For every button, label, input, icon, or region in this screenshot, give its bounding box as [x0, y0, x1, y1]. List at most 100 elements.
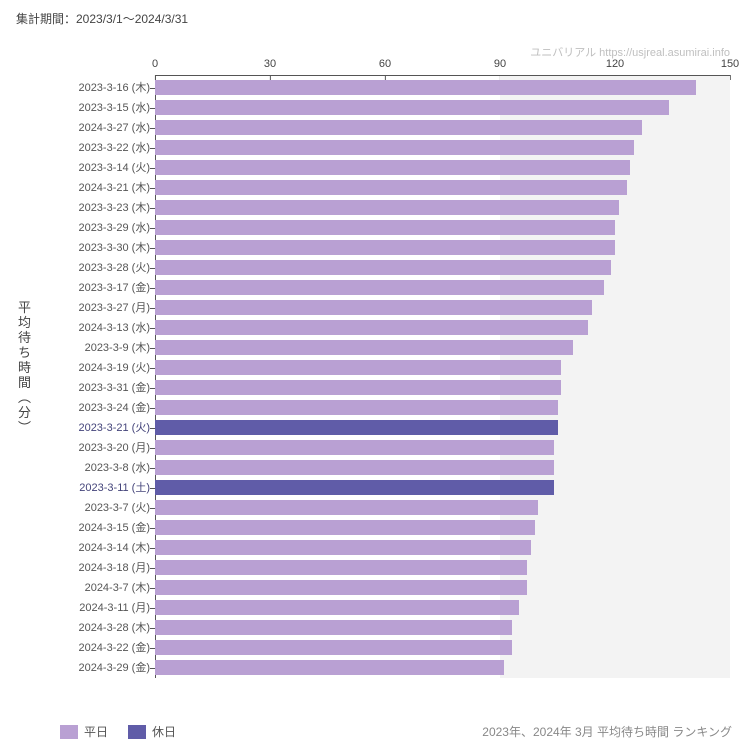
bar-row: 2023-3-21 (火)	[155, 418, 730, 438]
bar	[155, 480, 554, 495]
bar	[155, 200, 619, 215]
y-axis-label: 2023-3-20 (月)	[0, 438, 150, 458]
bar-row: 2024-3-18 (月)	[155, 558, 730, 578]
bar-row: 2023-3-22 (水)	[155, 138, 730, 158]
bar-row: 2023-3-15 (水)	[155, 98, 730, 118]
bar-row: 2024-3-14 (木)	[155, 538, 730, 558]
bar	[155, 360, 561, 375]
bar	[155, 340, 573, 355]
y-axis-label: 2024-3-28 (木)	[0, 618, 150, 638]
legend-item-weekday: 平日	[60, 723, 108, 740]
bar-row: 2024-3-22 (金)	[155, 638, 730, 658]
bar	[155, 240, 615, 255]
y-axis-label: 2024-3-18 (月)	[0, 558, 150, 578]
bar-row: 2024-3-7 (木)	[155, 578, 730, 598]
y-axis-label: 2024-3-29 (金)	[0, 658, 150, 678]
y-axis-label: 2023-3-29 (水)	[0, 218, 150, 238]
bar	[155, 500, 538, 515]
bar	[155, 140, 634, 155]
bar	[155, 120, 642, 135]
bar	[155, 440, 554, 455]
y-axis-label: 2023-3-28 (火)	[0, 258, 150, 278]
bar	[155, 180, 627, 195]
bar-row: 2024-3-27 (水)	[155, 118, 730, 138]
bar	[155, 580, 527, 595]
bar-row: 2023-3-9 (木)	[155, 338, 730, 358]
y-axis-label: 2023-3-17 (金)	[0, 278, 150, 298]
bar-rows: 2023-3-16 (木)2023-3-15 (水)2024-3-27 (水)2…	[155, 78, 730, 678]
bar-row: 2023-3-20 (月)	[155, 438, 730, 458]
bar	[155, 420, 558, 435]
bar-row: 2023-3-17 (金)	[155, 278, 730, 298]
y-axis-label: 2024-3-14 (木)	[0, 538, 150, 558]
x-axis-tick: 90	[494, 58, 506, 75]
bar	[155, 320, 588, 335]
bar-row: 2023-3-27 (月)	[155, 298, 730, 318]
bar-row: 2023-3-14 (火)	[155, 158, 730, 178]
bar-row: 2023-3-11 (土)	[155, 478, 730, 498]
bar-row: 2023-3-8 (水)	[155, 458, 730, 478]
y-axis-label: 2023-3-30 (木)	[0, 238, 150, 258]
legend-swatch-weekday	[60, 725, 78, 739]
x-axis-tick: 0	[152, 58, 158, 75]
plot-region: 2023-3-16 (木)2023-3-15 (水)2024-3-27 (水)2…	[155, 76, 730, 678]
bar-row: 2023-3-7 (火)	[155, 498, 730, 518]
bar-row: 2024-3-11 (月)	[155, 598, 730, 618]
y-axis-label: 2024-3-11 (月)	[0, 598, 150, 618]
bar-row: 2024-3-13 (水)	[155, 318, 730, 338]
legend-label-weekday: 平日	[84, 723, 108, 740]
bar	[155, 660, 504, 675]
bar	[155, 520, 535, 535]
y-axis-label: 2023-3-24 (金)	[0, 398, 150, 418]
bar	[155, 300, 592, 315]
y-axis-label: 2024-3-19 (火)	[0, 358, 150, 378]
y-axis-label: 2024-3-15 (金)	[0, 518, 150, 538]
x-axis-tick: 30	[264, 58, 276, 75]
y-axis-label: 2023-3-27 (月)	[0, 298, 150, 318]
x-axis-tick: 150	[721, 58, 739, 75]
bar	[155, 160, 630, 175]
bar	[155, 80, 696, 95]
bar	[155, 640, 512, 655]
y-axis-label: 2024-3-27 (水)	[0, 118, 150, 138]
bar-row: 2024-3-28 (木)	[155, 618, 730, 638]
bar-row: 2024-3-15 (金)	[155, 518, 730, 538]
y-axis-label: 2023-3-16 (木)	[0, 78, 150, 98]
legend-label-holiday: 休日	[152, 723, 176, 740]
y-axis-label: 2024-3-21 (木)	[0, 178, 150, 198]
chart-area: 平均待ち時間（分） 0306090120150 2023-3-16 (木)202…	[0, 58, 750, 678]
period-label: 集計期間：2023/3/1～2024/3/31	[16, 10, 188, 27]
y-axis-label: 2023-3-7 (火)	[0, 498, 150, 518]
bar	[155, 460, 554, 475]
bar-row: 2024-3-19 (火)	[155, 358, 730, 378]
legend-item-holiday: 休日	[128, 723, 176, 740]
bar	[155, 100, 669, 115]
bar	[155, 620, 512, 635]
x-axis-tick: 60	[379, 58, 391, 75]
y-axis-label: 2023-3-11 (土)	[0, 478, 150, 498]
bar-row: 2023-3-23 (木)	[155, 198, 730, 218]
y-axis-label: 2024-3-22 (金)	[0, 638, 150, 658]
y-axis-label: 2023-3-8 (水)	[0, 458, 150, 478]
y-axis-label: 2024-3-13 (水)	[0, 318, 150, 338]
bar	[155, 220, 615, 235]
bar-row: 2023-3-28 (火)	[155, 258, 730, 278]
y-axis-label: 2023-3-15 (水)	[0, 98, 150, 118]
x-axis-tick: 120	[606, 58, 624, 75]
chart-title: 2023年、2024年 3月 平均待ち時間 ランキング	[482, 723, 732, 740]
bar-row: 2024-3-29 (金)	[155, 658, 730, 678]
legend: 平日 休日	[60, 723, 176, 740]
bar-row: 2023-3-24 (金)	[155, 398, 730, 418]
y-axis-label: 2023-3-21 (火)	[0, 418, 150, 438]
bar	[155, 400, 558, 415]
bar	[155, 540, 531, 555]
bar-row: 2023-3-29 (水)	[155, 218, 730, 238]
bar	[155, 260, 611, 275]
y-axis-label: 2023-3-9 (木)	[0, 338, 150, 358]
bar	[155, 560, 527, 575]
bar	[155, 600, 519, 615]
x-axis: 0306090120150	[155, 58, 730, 76]
legend-swatch-holiday	[128, 725, 146, 739]
y-axis-label: 2023-3-22 (水)	[0, 138, 150, 158]
bar-row: 2024-3-21 (木)	[155, 178, 730, 198]
